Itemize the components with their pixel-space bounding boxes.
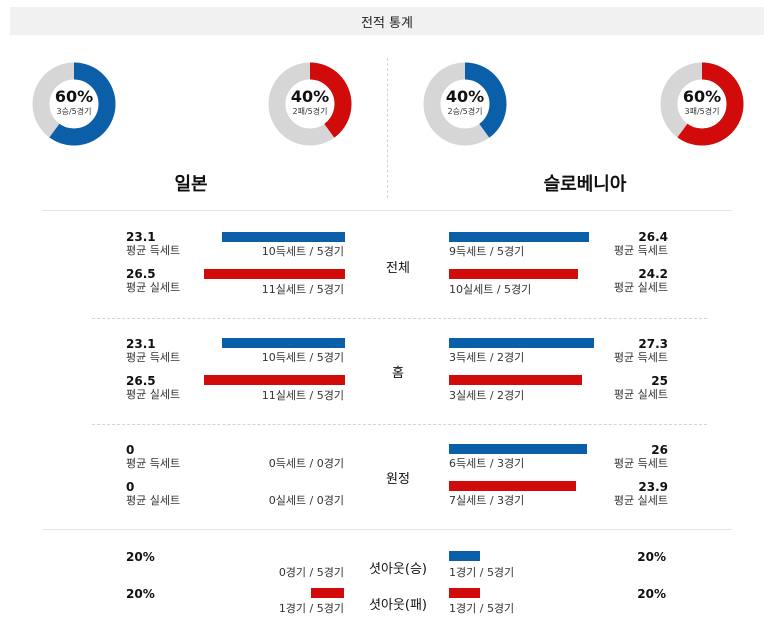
away-score-bar [449,338,594,348]
team-divider [387,58,388,198]
category-label: 셧아웃(패) [369,598,427,613]
away-score-bar-label: 3득세트 / 2경기 [449,351,525,364]
away-score-avg: 27.3 [638,337,668,351]
away-lost-bar [449,269,578,279]
divider [92,424,707,425]
home-lost-bar-label: 11실세트 / 5경기 [261,283,344,296]
home-score-bar-label: 0득세트 / 0경기 [268,457,344,470]
home-score-avg: 0 [126,443,135,457]
away-lost-label: 평균 실세트 [613,494,668,507]
section-title: 전적 통계 [361,15,413,31]
home-score-avg: 23.1 [126,337,156,351]
home-score-bar-label: 10득세트 / 5경기 [261,351,344,364]
donut-arc [423,62,507,146]
away-lost-label: 평균 실세트 [613,281,668,294]
donut-percent: 40% [445,87,485,106]
away-score-bar [449,444,587,454]
divider [42,529,732,530]
home-lost-bar [204,269,345,279]
away-score-bar [449,232,589,242]
japan-win-rate-donut: 60% 3승/5경기 [32,62,116,146]
slovenia-win-rate-donut: 40% 2승/5경기 [423,62,507,146]
donut-arc [268,62,352,146]
away-score-bar-label: 9득세트 / 5경기 [449,245,525,258]
japan-loss-rate-donut: 40% 2패/5경기 [268,62,352,146]
donut-ring [268,62,352,146]
home-team-name: 일본 [174,174,208,195]
away-lost-avg: 25 [651,374,668,388]
home-score-bar-label: 10득세트 / 5경기 [261,245,344,258]
away-shutout-loss-pct: 20% [637,587,666,601]
divider [42,210,732,211]
donut-arc [660,62,744,146]
home-shutout-win-bar-label: 0경기 / 5경기 [278,566,344,579]
home-lost-label: 평균 실세트 [126,494,181,507]
home-lost-avg: 26.5 [126,267,156,281]
slovenia-loss-rate-donut: 60% 3패/5경기 [660,62,744,146]
home-score-label: 평균 득세트 [126,244,181,257]
away-shutout-win-bar-label: 1경기 / 5경기 [449,566,515,579]
home-score-avg: 23.1 [126,230,156,244]
away-lost-bar [449,375,582,385]
home-lost-bar-label: 0실세트 / 0경기 [268,494,344,507]
away-score-label: 평균 득세트 [613,244,668,257]
category-label: 셧아웃(승) [369,562,427,577]
donut-percent: 40% [290,87,330,106]
away-lost-avg: 23.9 [638,480,668,494]
home-lost-avg: 26.5 [126,374,156,388]
away-team-name: 슬로베니아 [543,174,627,195]
section-header: 전적 통계 [10,7,764,35]
donut-record: 2패/5경기 [292,107,328,116]
away-shutout-loss-bar [449,588,480,598]
donut-ring [660,62,744,146]
donut-record: 3승/5경기 [56,107,92,116]
away-lost-bar-label: 3실세트 / 2경기 [449,389,525,402]
home-lost-bar [204,375,345,385]
away-lost-label: 평균 실세트 [613,388,668,401]
away-lost-bar [449,481,576,491]
away-score-avg: 26.4 [638,230,668,244]
away-score-label: 평균 득세트 [613,351,668,364]
donut-ring [32,62,116,146]
away-shutout-win-bar [449,551,480,561]
donut-percent: 60% [682,87,722,106]
donut-percent: 60% [54,87,94,106]
home-score-label: 평균 득세트 [126,457,181,470]
home-shutout-win-pct: 20% [126,550,155,564]
away-lost-bar-label: 7실세트 / 3경기 [449,494,525,507]
home-shutout-loss-bar [311,588,344,598]
donut-record: 3패/5경기 [684,107,720,116]
away-lost-bar-label: 10실세트 / 5경기 [449,283,532,296]
home-lost-bar-label: 11실세트 / 5경기 [261,389,344,402]
away-lost-avg: 24.2 [638,267,668,281]
away-shutout-loss-bar-label: 1경기 / 5경기 [449,602,515,615]
away-score-bar-label: 6득세트 / 3경기 [449,457,525,470]
home-score-bar [222,338,345,348]
away-shutout-win-pct: 20% [637,550,666,564]
divider [92,318,707,319]
home-score-bar [222,232,345,242]
home-lost-label: 평균 실세트 [126,388,181,401]
category-label: 원정 [386,472,410,487]
home-lost-avg: 0 [126,480,135,494]
home-score-label: 평균 득세트 [126,351,181,364]
category-label: 홈 [392,366,404,381]
donut-ring [423,62,507,146]
donut-arc [32,62,116,146]
home-shutout-loss-pct: 20% [126,587,155,601]
home-lost-label: 평균 실세트 [126,281,181,294]
away-score-label: 평균 득세트 [613,457,668,470]
away-score-avg: 26 [651,443,668,457]
donut-record: 2승/5경기 [447,107,483,116]
home-shutout-loss-bar-label: 1경기 / 5경기 [278,602,344,615]
category-label: 전체 [386,261,410,276]
